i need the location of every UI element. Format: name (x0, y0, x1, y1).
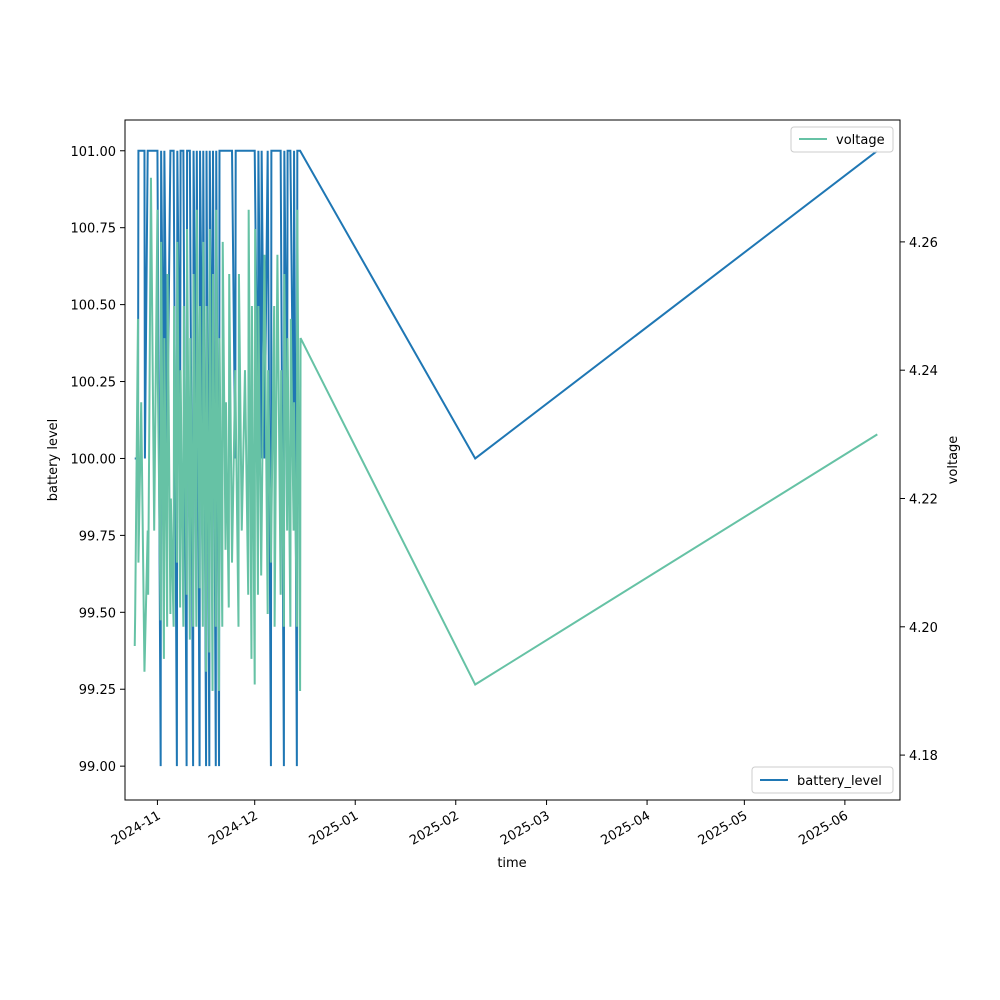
x-tick-label: 2025-02 (407, 808, 462, 848)
right-y-tick-label: 4.26 (909, 236, 938, 251)
left-y-tick-label: 99.50 (79, 606, 116, 621)
right-y-axis-title: voltage (946, 436, 961, 485)
right-y-axis-ticks: 4.18 4.20 4.22 4.24 4.26 (900, 236, 938, 764)
x-tick-label: 2025-06 (796, 808, 851, 848)
legend-voltage-box (790, 126, 894, 153)
right-y-tick-label: 4.24 (909, 364, 938, 379)
x-tick-label: 2024-12 (206, 808, 261, 848)
x-tick-label: 2024-11 (109, 808, 164, 848)
series-layer (133, 149, 878, 767)
right-y-tick-label: 4.18 (909, 749, 938, 764)
x-tick-label: 2025-01 (307, 808, 362, 848)
left-y-tick-label: 101.00 (71, 145, 117, 160)
left-y-tick-label: 100.00 (71, 452, 117, 467)
legend-voltage-label: voltage (836, 133, 885, 148)
right-y-tick-label: 4.22 (909, 492, 938, 507)
left-y-tick-label: 99.75 (79, 529, 116, 544)
left-y-tick-label: 99.25 (79, 683, 116, 698)
x-tick-label: 2025-03 (498, 808, 553, 848)
legend-battery-level-box (751, 766, 894, 794)
left-y-axis-ticks: 99.00 99.25 99.50 99.75 100.00 100.25 100.50 10… (71, 145, 125, 775)
left-y-axis-title: battery level (46, 419, 61, 502)
left-y-tick-label: 100.25 (71, 376, 117, 391)
right-y-tick-label: 4.20 (909, 621, 938, 636)
plot-frame (124, 119, 901, 801)
legend-battery-level-label: battery_level (797, 774, 882, 789)
series-line-voltage (133, 177, 878, 691)
x-tick-label: 2025-04 (599, 808, 654, 848)
legend-voltage: voltage (790, 126, 894, 153)
left-y-tick-label: 100.50 (71, 299, 117, 314)
left-y-tick-label: 100.75 (71, 222, 117, 237)
x-axis-ticks: 2024-11 2024-12 2025-01 2025-02 2025-03 2025-… (109, 800, 851, 849)
legend-battery-level: battery_level (751, 766, 894, 794)
x-axis-title: time (497, 856, 526, 871)
left-y-tick-label: 99.00 (79, 760, 116, 775)
x-tick-label: 2025-05 (696, 808, 751, 848)
